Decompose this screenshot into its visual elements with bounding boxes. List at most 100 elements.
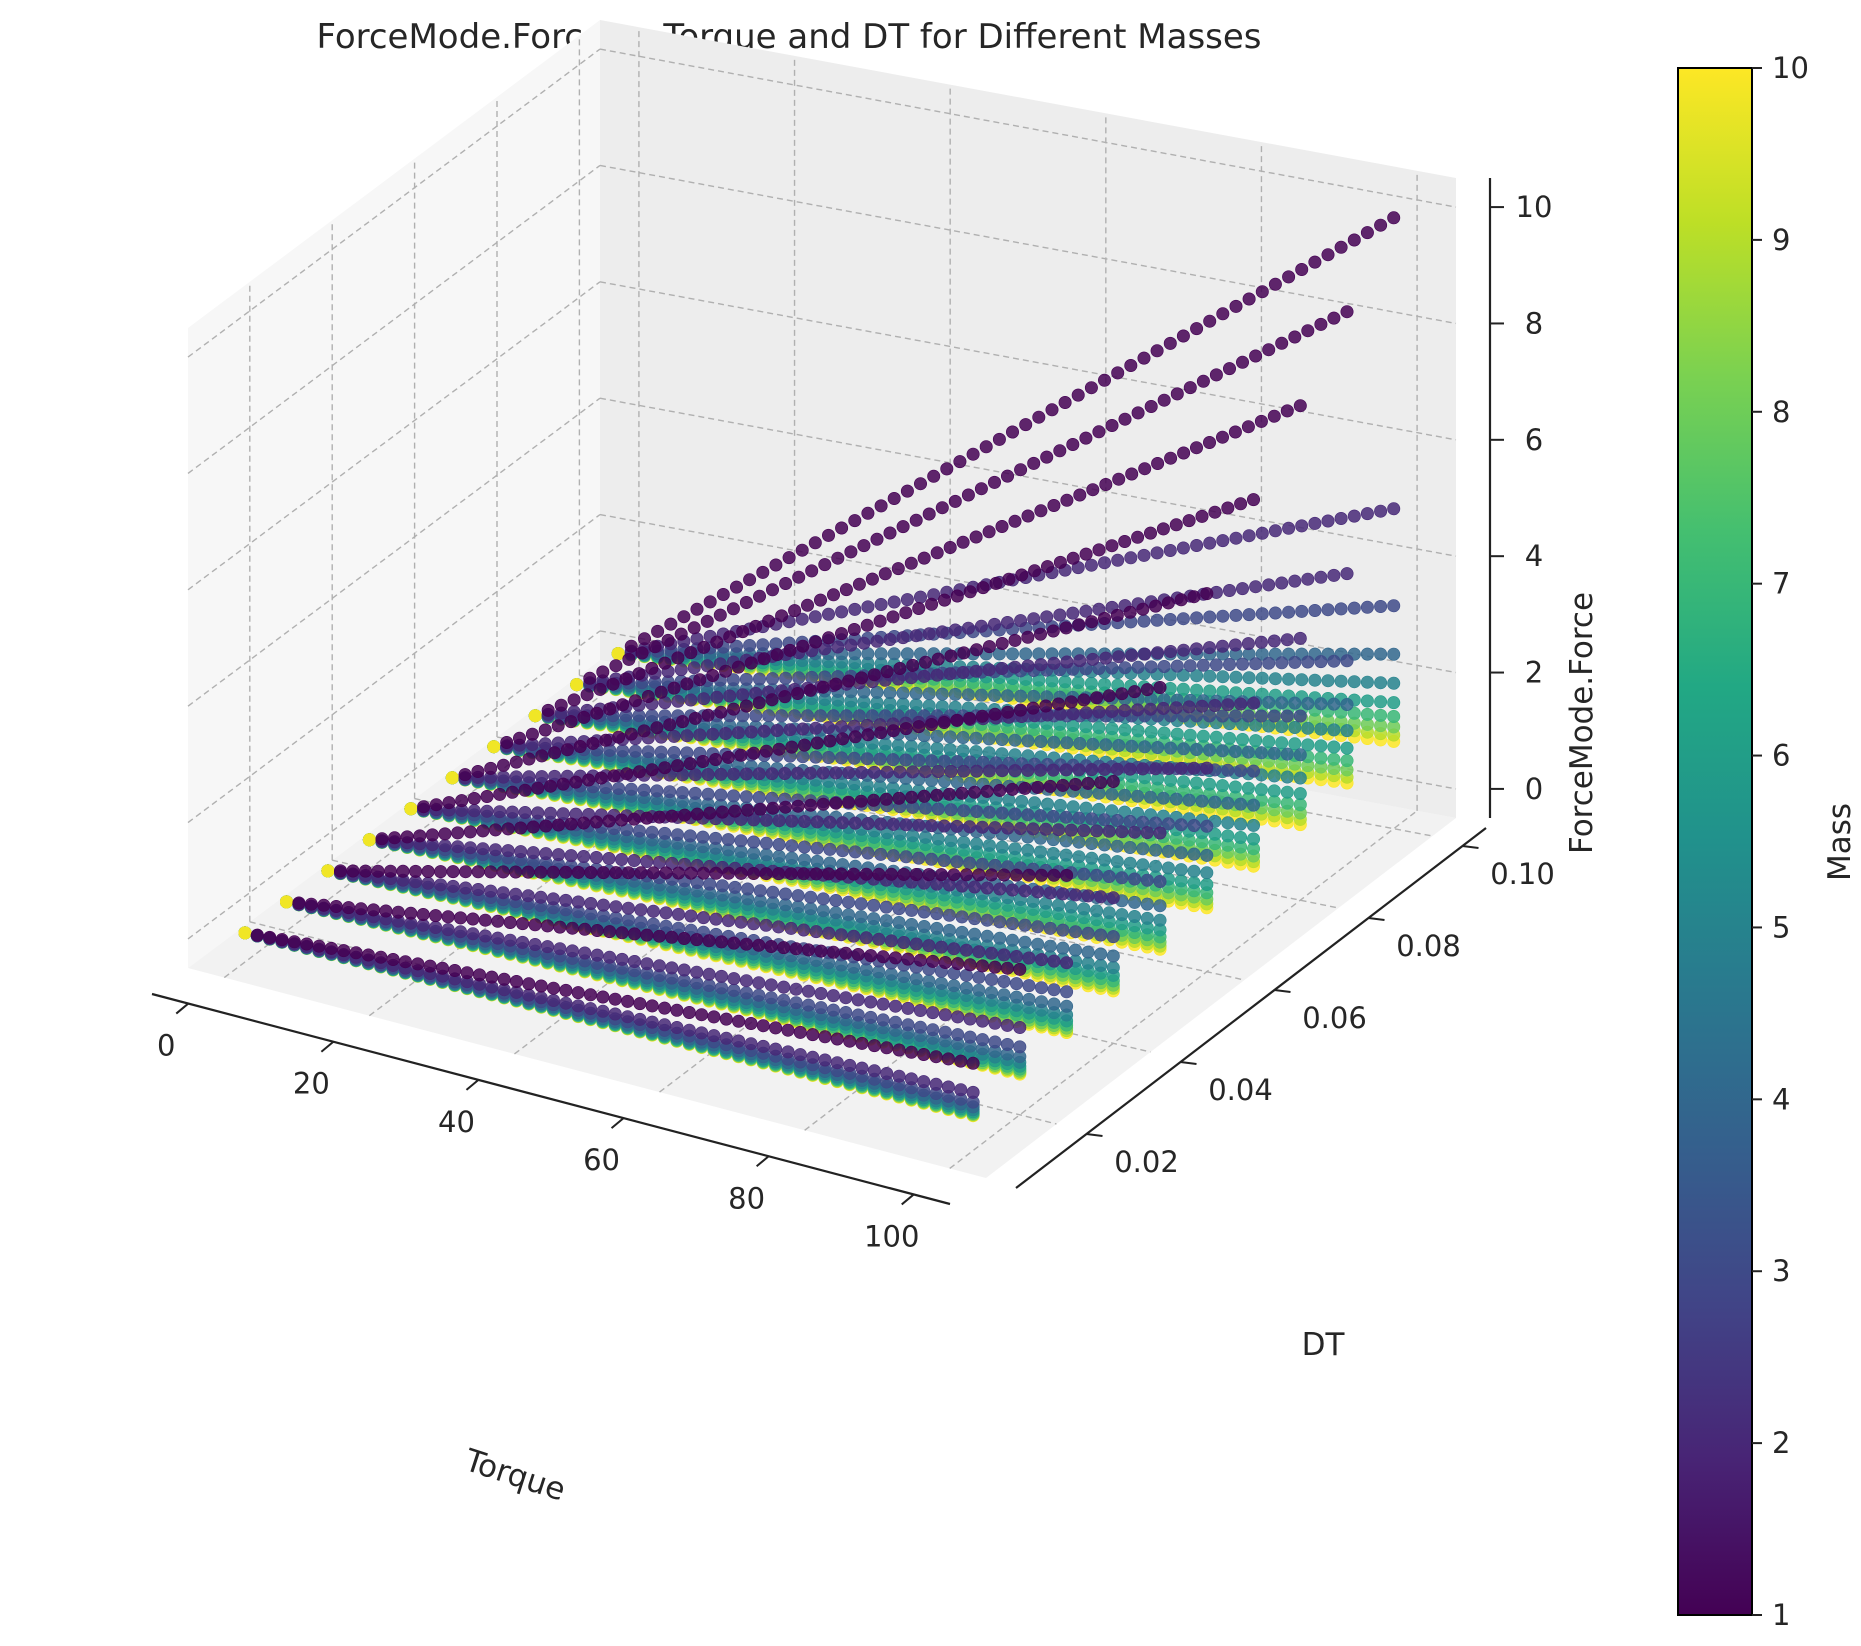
data-point <box>1039 822 1053 836</box>
data-point <box>1136 602 1150 616</box>
data-point <box>628 744 642 758</box>
data-point <box>940 462 954 476</box>
data-point <box>396 864 410 878</box>
data-point <box>968 785 982 799</box>
data-point <box>1028 796 1042 810</box>
data-point <box>1255 285 1269 299</box>
data-point <box>841 908 855 922</box>
data-point <box>1131 789 1145 803</box>
data-point <box>721 833 735 847</box>
data-point <box>1060 956 1074 970</box>
data-point <box>1144 526 1158 540</box>
data-point <box>1182 700 1196 714</box>
data-point <box>1053 798 1067 812</box>
data-point <box>1314 722 1328 736</box>
data-point <box>955 786 969 800</box>
data-point <box>706 727 720 741</box>
data-point <box>1254 635 1268 649</box>
data-point <box>861 600 875 614</box>
data-point <box>956 730 970 744</box>
data-point <box>867 912 881 926</box>
grid-z-back <box>599 513 1457 674</box>
data-point <box>892 915 906 929</box>
data-point <box>703 877 717 891</box>
data-point <box>1005 647 1019 661</box>
data-point <box>1229 299 1243 313</box>
data-point <box>917 669 931 683</box>
data-point <box>1254 783 1268 797</box>
data-point <box>484 761 498 775</box>
data-point <box>1045 403 1059 417</box>
data-point <box>1327 311 1341 325</box>
data-point <box>358 864 372 878</box>
data-point <box>1032 647 1046 661</box>
data-point <box>551 848 565 862</box>
data-point <box>743 573 757 587</box>
data-point <box>1293 709 1307 723</box>
data-point <box>1137 548 1151 562</box>
data-point <box>1111 553 1125 567</box>
data-point <box>1013 821 1027 835</box>
data-point <box>1288 696 1302 710</box>
data-point <box>645 825 659 839</box>
data-point <box>671 866 685 880</box>
data-point <box>935 501 949 515</box>
data-point <box>522 752 536 766</box>
data-point <box>1314 697 1328 711</box>
data-point <box>1157 393 1171 407</box>
data-point <box>688 711 702 725</box>
data-point <box>795 612 809 626</box>
data-point <box>279 895 293 909</box>
data-point <box>1174 761 1188 775</box>
data-point <box>963 856 977 870</box>
data-point <box>987 688 1001 702</box>
data-point <box>1140 911 1154 925</box>
data-point <box>1034 504 1048 518</box>
data-point <box>1098 373 1112 387</box>
data-point <box>887 647 901 661</box>
data-point <box>896 686 910 700</box>
data-point <box>1182 514 1196 528</box>
data-point <box>1228 744 1242 758</box>
data-point <box>834 867 848 881</box>
data-point <box>648 640 662 654</box>
data-point <box>571 895 585 909</box>
data-point <box>1053 608 1067 622</box>
data-point <box>1374 695 1388 709</box>
data-point <box>886 724 900 738</box>
data-point <box>765 767 779 781</box>
data-point <box>701 767 715 781</box>
data-point <box>822 867 836 881</box>
data-point <box>684 646 698 660</box>
data-point <box>791 799 805 813</box>
data-point <box>1177 643 1191 657</box>
data-point <box>1161 861 1175 875</box>
data-point <box>797 814 811 828</box>
data-point <box>1052 697 1066 711</box>
data-point <box>1295 604 1309 618</box>
data-point <box>1081 945 1095 959</box>
data-point <box>956 744 970 758</box>
data-point <box>930 668 944 682</box>
data-point <box>1008 842 1022 856</box>
data-point <box>1040 450 1054 464</box>
data-point <box>1293 771 1307 785</box>
data-point <box>893 661 907 675</box>
data-point <box>1128 895 1142 909</box>
data-point <box>899 606 913 620</box>
data-point <box>857 636 871 650</box>
data-point <box>1066 707 1080 721</box>
data-point <box>918 830 932 844</box>
data-point <box>583 671 597 685</box>
data-point <box>476 824 490 838</box>
data-point <box>1018 781 1032 795</box>
data-point <box>556 777 570 791</box>
data-point <box>752 589 766 603</box>
data-point <box>1234 764 1248 778</box>
data-point <box>772 849 786 863</box>
data-point <box>1125 648 1139 662</box>
data-point <box>1073 488 1087 502</box>
data-point <box>1221 796 1235 810</box>
data-point <box>854 910 868 924</box>
data-point <box>736 688 750 702</box>
